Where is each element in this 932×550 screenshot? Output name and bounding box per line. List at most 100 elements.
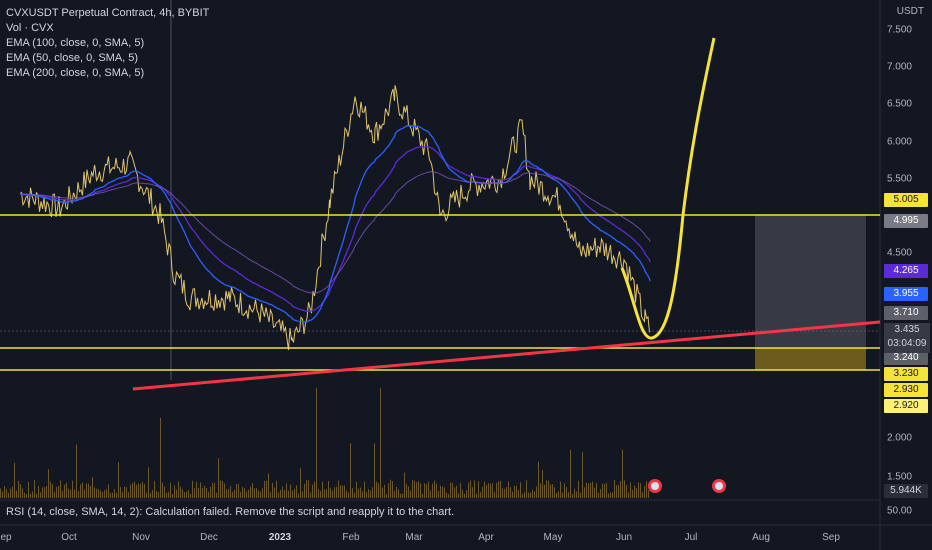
- indicator-volume[interactable]: Vol · CVX: [6, 22, 54, 34]
- volume-bar: [604, 483, 605, 498]
- volume-bar: [16, 490, 17, 498]
- volume-bar: [620, 481, 621, 498]
- volume-bar: [244, 488, 245, 498]
- volume-bar: [166, 492, 167, 498]
- volume-bar: [392, 481, 393, 498]
- volume-bar: [40, 492, 41, 498]
- volume-bar: [362, 490, 363, 498]
- volume-bar: [114, 489, 115, 498]
- volume-bar: [248, 489, 249, 498]
- volume-bar: [276, 480, 277, 498]
- volume-bar: [628, 492, 629, 498]
- volume-bar: [222, 480, 223, 498]
- volume-bar: [258, 490, 259, 498]
- volume-bar: [144, 483, 145, 498]
- volume-bar: [572, 493, 573, 498]
- volume-bar: [366, 492, 367, 498]
- volume-bar: [136, 484, 137, 498]
- volume-bar: [318, 489, 319, 498]
- volume-bar: [84, 489, 85, 498]
- volume-bar: [142, 481, 143, 498]
- volume-bar: [46, 486, 47, 498]
- volume-bar: [262, 488, 263, 498]
- volume-bar: [502, 488, 503, 498]
- volume-bar: [126, 487, 127, 498]
- volume-bar: [44, 487, 45, 498]
- volume-bar: [116, 492, 117, 498]
- volume-bar: [60, 480, 61, 498]
- volume-bar: [266, 480, 267, 498]
- volume-bar: [92, 477, 93, 498]
- volume-bar: [214, 482, 215, 498]
- volume-bar: [558, 491, 559, 498]
- indicator-ema-100[interactable]: EMA (100, close, 0, SMA, 5): [6, 37, 145, 49]
- volume-bar: [382, 487, 383, 498]
- volume-bar: [52, 484, 53, 498]
- volume-bar: [288, 490, 289, 498]
- volume-bar: [184, 492, 185, 498]
- volume-bar: [598, 492, 599, 498]
- volume-bar: [54, 492, 55, 498]
- volume-bar: [532, 489, 533, 498]
- current-price-label: 3.435: [894, 324, 920, 335]
- volume-bar: [216, 492, 217, 498]
- volume-bar: [514, 485, 515, 498]
- volume-bar: [474, 480, 475, 498]
- volume-bar: [350, 443, 351, 498]
- volume-bar: [176, 489, 177, 498]
- volume-bar: [302, 491, 303, 498]
- volume-bar: [376, 481, 377, 498]
- volume-bar: [388, 483, 389, 498]
- price-tick: 6.500: [886, 98, 912, 110]
- volume-bar: [130, 484, 131, 498]
- volume-bar: [380, 388, 381, 498]
- volume-bar: [6, 489, 7, 498]
- volume-bar: [138, 483, 139, 498]
- indicator-ema-50[interactable]: EMA (50, close, 0, SMA, 5): [6, 52, 139, 64]
- price-tick: 6.000: [886, 136, 912, 147]
- position-box-target[interactable]: [755, 348, 866, 370]
- volume-bar: [34, 480, 35, 498]
- volume-bar: [406, 483, 407, 498]
- volume-bar: [486, 485, 487, 498]
- volume-bar: [518, 490, 519, 498]
- volume-bar: [580, 492, 581, 498]
- price-series: [19, 85, 651, 351]
- volume-bar: [640, 483, 641, 498]
- volume-bar: [250, 486, 251, 498]
- volume-bar: [218, 458, 219, 498]
- volume-bar: [234, 489, 235, 498]
- volume-bar: [180, 486, 181, 498]
- volume-bar: [358, 488, 359, 498]
- volume-bar: [408, 486, 409, 498]
- volume-bar: [334, 487, 335, 498]
- volume-bar: [94, 487, 95, 498]
- volume-bar: [332, 490, 333, 498]
- currency-label: USDT: [896, 6, 924, 17]
- volume-bar: [330, 488, 331, 498]
- volume-bar: [546, 480, 547, 498]
- volume-bar: [50, 481, 51, 498]
- volume-bar: [296, 485, 297, 498]
- volume-bar: [204, 485, 205, 498]
- indicator-ema-200[interactable]: EMA (200, close, 0, SMA, 5): [6, 67, 145, 79]
- ascending-trendline[interactable]: [132, 320, 881, 391]
- volume-bar: [436, 483, 437, 498]
- volume-bar: [30, 493, 31, 498]
- projection-curve[interactable]: [620, 37, 716, 340]
- symbol-title[interactable]: CVXUSDT Perpetual Contract, 4h, BYBIT: [6, 7, 210, 19]
- ema-200-line: [20, 171, 651, 294]
- volume-bar: [146, 492, 147, 498]
- volume-bar: [22, 488, 23, 498]
- volume-bar: [192, 480, 193, 498]
- volume-bar: [530, 492, 531, 498]
- volume-bar: [66, 482, 67, 498]
- volume-bar: [152, 490, 153, 498]
- volume-bar: [172, 493, 173, 498]
- volume-bar: [182, 489, 183, 498]
- volume-bar: [58, 485, 59, 498]
- volume-bar: [272, 482, 273, 498]
- volume-bar: [368, 489, 369, 498]
